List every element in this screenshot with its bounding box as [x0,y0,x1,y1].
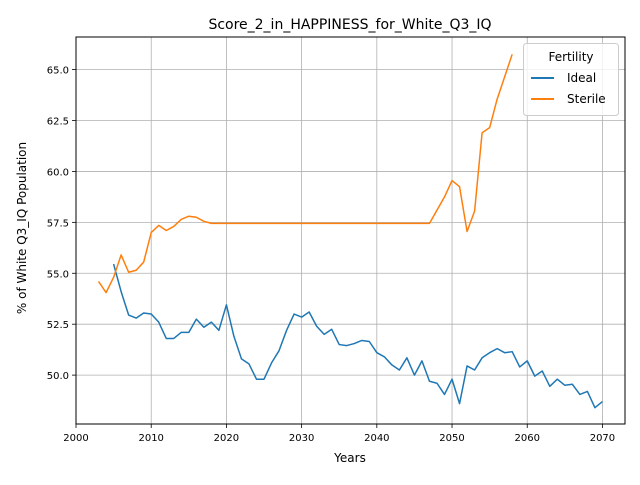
x-tick-label: 2010 [138,433,163,444]
legend-box [523,43,619,116]
y-tick-label: 50.0 [47,371,69,382]
x-tick-label: 2050 [439,433,464,444]
x-tick-label: 2030 [289,433,314,444]
y-tick-label: 65.0 [47,66,69,77]
x-tick-label: 2060 [515,433,540,444]
legend-label-sterile: Sterile [567,92,606,106]
legend: Fertility Ideal Sterile [523,43,619,116]
y-tick-label: 57.5 [47,218,69,229]
legend-title: Fertility [548,50,593,64]
y-tick-label: 60.0 [47,167,69,178]
y-tick-label: 62.5 [47,117,69,128]
y-tick-label: 55.0 [47,269,69,280]
y-axis-label: % of White Q3_IQ Population [15,142,29,314]
series-line-ideal [112,263,603,409]
axis-ticks: 2000 2010 2020 2030 2040 2050 2060 2070 50.0 52.5… [47,66,615,444]
x-tick-label: 2040 [364,433,389,444]
chart-title: Score_2_in_HAPPINESS_for_White_Q3_IQ [208,17,491,33]
series-lines [97,54,603,409]
x-tick-label: 2000 [63,433,88,444]
series-line-sterile [97,54,513,294]
y-tick-label: 52.5 [47,320,69,331]
x-tick-label: 2070 [590,433,615,444]
x-tick-label: 2020 [214,433,239,444]
legend-label-ideal: Ideal [567,71,596,85]
plot-frame [75,36,626,425]
x-axis-label: Years [333,451,366,465]
